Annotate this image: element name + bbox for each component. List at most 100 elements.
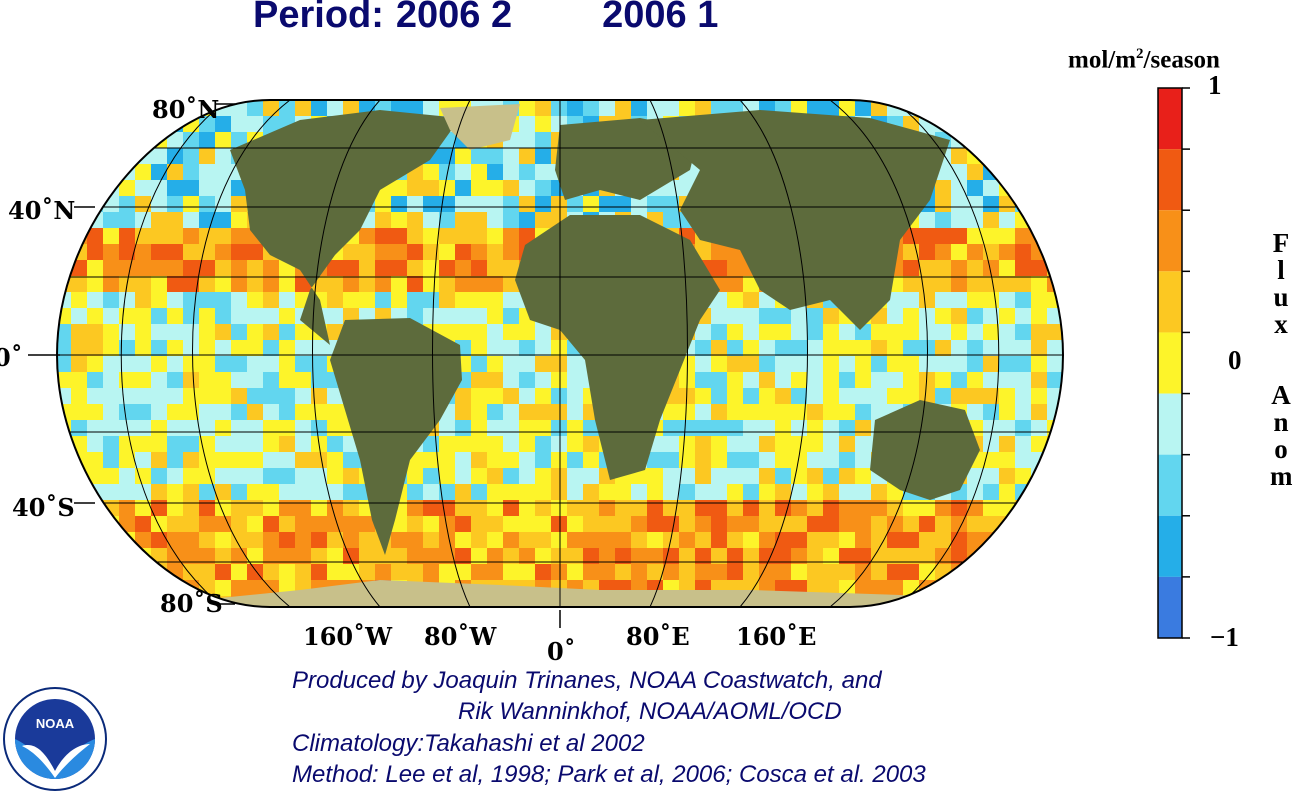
colorbar-segment <box>1158 332 1182 394</box>
ocean-cell <box>471 340 487 356</box>
ocean-cell <box>71 292 87 308</box>
ocean-cell <box>407 500 423 516</box>
ocean-cell <box>183 244 199 260</box>
ocean-cell <box>87 436 103 452</box>
ocean-cell <box>103 404 119 420</box>
ocean-cell <box>391 180 407 196</box>
vertical-label-letter: l <box>1277 255 1285 285</box>
ocean-cell <box>1015 100 1031 116</box>
vertical-label-letter: F <box>1272 228 1290 258</box>
ocean-cell <box>695 404 711 420</box>
ocean-cell <box>519 468 535 484</box>
ocean-cell <box>743 564 759 580</box>
ocean-cell <box>87 404 103 420</box>
ocean-cell <box>807 436 823 452</box>
ocean-cell <box>423 196 439 212</box>
ocean-cell <box>727 404 743 420</box>
ocean-cell <box>183 468 199 484</box>
ocean-cell <box>343 244 359 260</box>
ocean-cell <box>775 468 791 484</box>
ocean-cell <box>791 404 807 420</box>
ocean-cell <box>951 228 967 244</box>
ocean-cell <box>919 292 935 308</box>
ocean-cell <box>487 196 503 212</box>
land-masses <box>57 104 1063 607</box>
ocean-cell <box>919 500 935 516</box>
ocean-cell <box>679 436 695 452</box>
ocean-cell <box>999 452 1015 468</box>
ocean-cell <box>583 500 599 516</box>
ocean-cell <box>855 580 871 596</box>
ocean-cell <box>695 388 711 404</box>
ocean-cell <box>263 292 279 308</box>
ocean-cell <box>263 372 279 388</box>
ocean-cell <box>119 340 135 356</box>
ocean-cell <box>199 308 215 324</box>
ocean-cell <box>407 484 423 500</box>
ocean-cell <box>135 100 151 116</box>
ocean-cell <box>1063 100 1079 116</box>
ocean-cell <box>567 356 583 372</box>
ocean-cell <box>199 324 215 340</box>
ocean-cell <box>57 148 71 164</box>
ocean-cell <box>999 260 1015 276</box>
ocean-cell <box>71 452 87 468</box>
meridian-120e <box>829 100 928 607</box>
ocean-cell <box>871 372 887 388</box>
ocean-cell <box>503 308 519 324</box>
ocean-cell <box>871 356 887 372</box>
ocean-cell <box>951 212 967 228</box>
ocean-cell <box>87 324 103 340</box>
ocean-cell <box>199 340 215 356</box>
ocean-cell <box>839 452 855 468</box>
ocean-cell <box>455 308 471 324</box>
noaa-logo-text: NOAA <box>36 716 75 731</box>
ocean-cell <box>471 324 487 340</box>
lon-label-80e: 80˚E <box>626 622 690 651</box>
ocean-cell <box>823 452 839 468</box>
ocean-cell <box>647 484 663 500</box>
ocean-cell <box>1031 388 1047 404</box>
ocean-cell <box>1063 260 1079 276</box>
ocean-cell <box>167 260 183 276</box>
ocean-cell <box>935 212 951 228</box>
ocean-cell <box>471 388 487 404</box>
ocean-cell <box>871 500 887 516</box>
ocean-cell <box>807 324 823 340</box>
ocean-cell <box>1015 260 1031 276</box>
ocean-cell <box>391 532 407 548</box>
ocean-cell <box>999 420 1015 436</box>
ocean-cell <box>807 308 823 324</box>
ocean-cell <box>183 260 199 276</box>
ocean-cell <box>279 484 295 500</box>
ocean-cell <box>983 484 999 500</box>
ocean-cell <box>503 164 519 180</box>
ocean-cell <box>551 484 567 500</box>
ocean-cell <box>295 452 311 468</box>
ocean-cell <box>215 276 231 292</box>
ocean-cell <box>71 276 87 292</box>
ocean-cell <box>647 100 663 116</box>
ocean-cell <box>263 500 279 516</box>
ocean-cell <box>343 260 359 276</box>
ocean-cell <box>471 292 487 308</box>
ocean-cell <box>119 372 135 388</box>
ocean-cell <box>1015 516 1031 532</box>
ocean-cell <box>967 276 983 292</box>
ocean-cell <box>151 276 167 292</box>
ocean-cell <box>455 164 471 180</box>
ocean-cell <box>199 292 215 308</box>
ocean-cell <box>1047 468 1063 484</box>
ocean-cell <box>231 116 247 132</box>
ocean-cell <box>983 244 999 260</box>
ocean-cell <box>743 356 759 372</box>
ocean-cell <box>935 596 951 607</box>
ocean-cell <box>823 324 839 340</box>
ocean-cell <box>183 532 199 548</box>
ocean-cell <box>951 580 967 596</box>
ocean-cell <box>855 340 871 356</box>
ocean-cell <box>471 372 487 388</box>
ocean-cell <box>695 500 711 516</box>
ocean-cell <box>487 244 503 260</box>
ocean-cell <box>343 100 359 116</box>
